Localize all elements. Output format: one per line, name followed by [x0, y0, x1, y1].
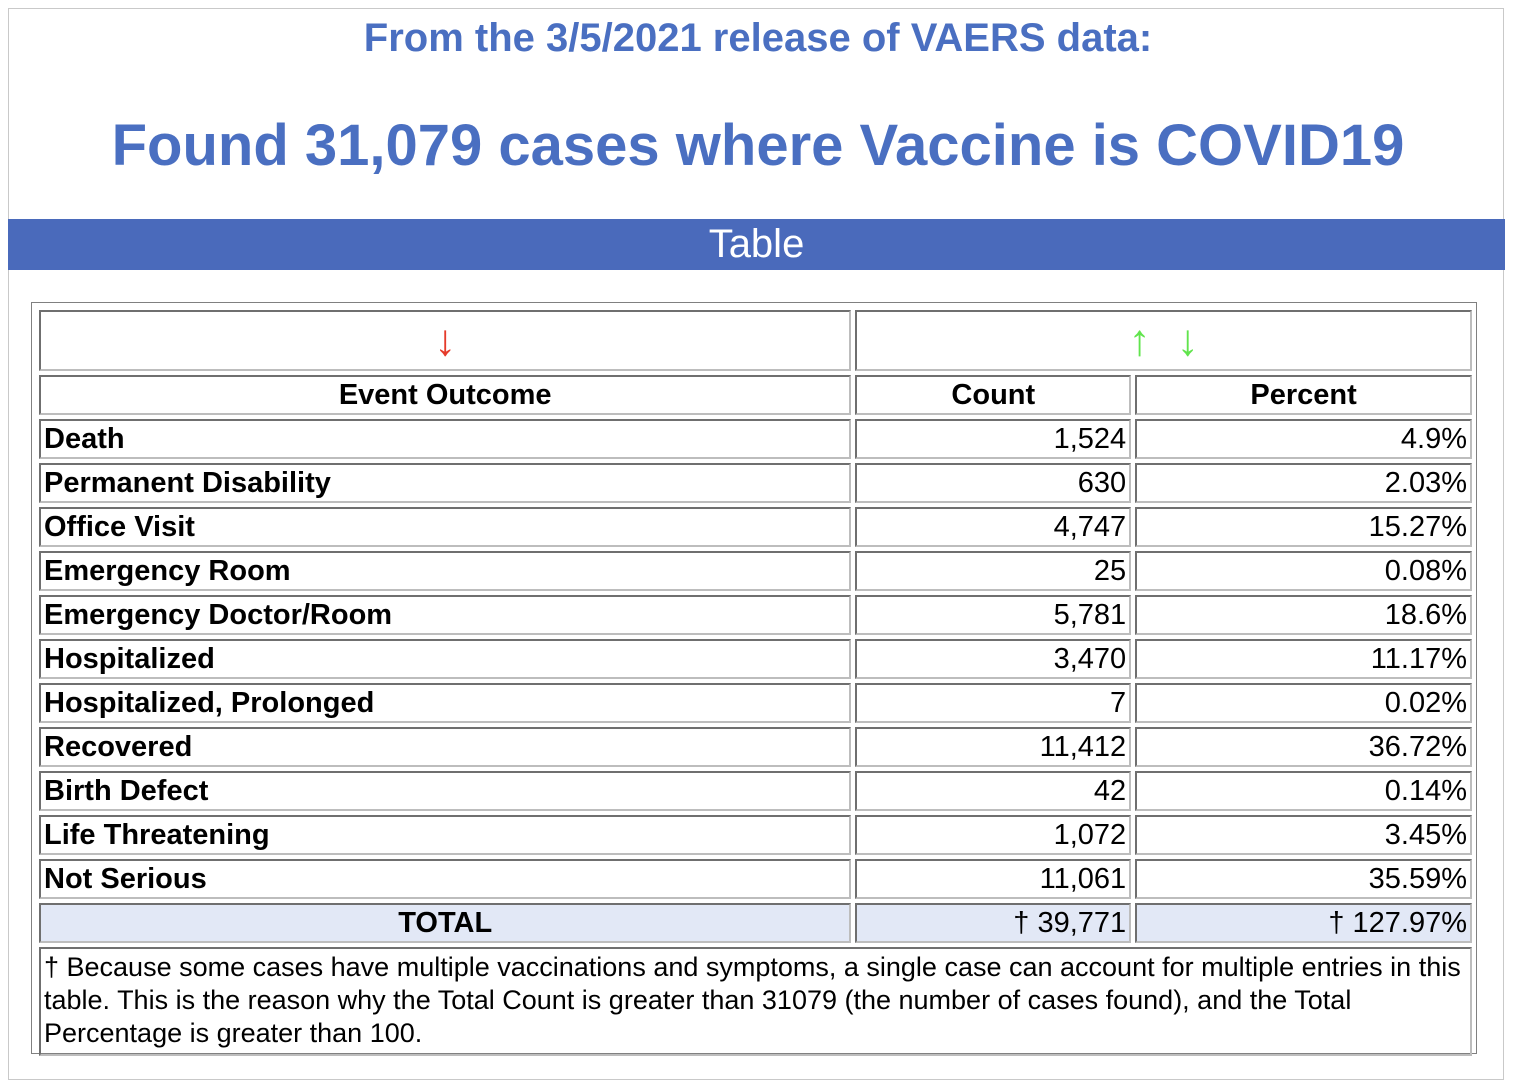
sort-row: ↓ ↑ ↓: [39, 310, 1472, 371]
row-count: 4,747: [855, 507, 1132, 547]
row-count: 1,072: [855, 815, 1132, 855]
row-outcome: Birth Defect: [39, 771, 852, 811]
row-outcome: Hospitalized, Prolonged: [39, 683, 852, 723]
row-percent: 11.17%: [1135, 639, 1472, 679]
header-percent: Percent: [1135, 375, 1472, 415]
row-percent: 36.72%: [1135, 727, 1472, 767]
row-count: 5,781: [855, 595, 1132, 635]
row-count: 42: [855, 771, 1132, 811]
row-count: 11,061: [855, 859, 1132, 899]
row-outcome: Life Threatening: [39, 815, 852, 855]
total-label: TOTAL: [39, 903, 852, 943]
results-table-container: ↓ ↑ ↓ Event Outcome Count Percent Death …: [31, 302, 1477, 1056]
row-percent: 0.02%: [1135, 683, 1472, 723]
section-bar: Table: [8, 219, 1505, 270]
row-percent: 35.59%: [1135, 859, 1472, 899]
row-percent: 4.9%: [1135, 419, 1472, 459]
table-row: Not Serious 11,061 35.59%: [39, 859, 1472, 899]
row-percent: 15.27%: [1135, 507, 1472, 547]
sort-down-active-icon[interactable]: ↓: [434, 315, 457, 365]
row-count: 11,412: [855, 727, 1132, 767]
row-count: 3,470: [855, 639, 1132, 679]
total-row: TOTAL † 39,771 † 127.97%: [39, 903, 1472, 943]
row-percent: 0.08%: [1135, 551, 1472, 591]
release-subtitle: From the 3/5/2021 release of VAERS data:: [363, 16, 1153, 60]
table-row: Life Threatening 1,072 3.45%: [39, 815, 1472, 855]
table-row: Hospitalized, Prolonged 7 0.02%: [39, 683, 1472, 723]
sort-up-icon[interactable]: ↑: [1128, 315, 1151, 365]
row-outcome: Not Serious: [39, 859, 852, 899]
row-outcome: Recovered: [39, 727, 852, 767]
row-count: 1,524: [855, 419, 1132, 459]
row-percent: 18.6%: [1135, 595, 1472, 635]
table-row: Permanent Disability 630 2.03%: [39, 463, 1472, 503]
table-row: Recovered 11,412 36.72%: [39, 727, 1472, 767]
table-row: Death 1,524 4.9%: [39, 419, 1472, 459]
row-outcome: Death: [39, 419, 852, 459]
footnote: † Because some cases have multiple vacci…: [39, 947, 1472, 1056]
total-count: † 39,771: [855, 903, 1132, 943]
row-outcome: Emergency Doctor/Room: [39, 595, 852, 635]
count-sort-cell: ↑ ↓: [855, 310, 1472, 371]
page-frame: [8, 8, 1504, 1080]
row-count: 7: [855, 683, 1132, 723]
row-outcome: Hospitalized: [39, 639, 852, 679]
table-row: Hospitalized 3,470 11.17%: [39, 639, 1472, 679]
page-title: Found 31,079 cases where Vaccine is COVI…: [111, 113, 1405, 178]
row-count: 25: [855, 551, 1132, 591]
header-row: Event Outcome Count Percent: [39, 375, 1472, 415]
table-row: Birth Defect 42 0.14%: [39, 771, 1472, 811]
section-bar-label: Table: [708, 222, 805, 266]
outcome-sort-cell: ↓: [39, 310, 852, 371]
row-outcome: Office Visit: [39, 507, 852, 547]
row-percent: 0.14%: [1135, 771, 1472, 811]
table-row: Emergency Doctor/Room 5,781 18.6%: [39, 595, 1472, 635]
results-table: ↓ ↑ ↓ Event Outcome Count Percent Death …: [35, 306, 1476, 1060]
header-count: Count: [855, 375, 1132, 415]
sort-down-icon[interactable]: ↓: [1176, 315, 1199, 365]
table-row: Emergency Room 25 0.08%: [39, 551, 1472, 591]
footnote-row: † Because some cases have multiple vacci…: [39, 947, 1472, 1056]
header-event-outcome: Event Outcome: [39, 375, 852, 415]
table-row: Office Visit 4,747 15.27%: [39, 507, 1472, 547]
row-percent: 3.45%: [1135, 815, 1472, 855]
row-outcome: Permanent Disability: [39, 463, 852, 503]
row-count: 630: [855, 463, 1132, 503]
row-outcome: Emergency Room: [39, 551, 852, 591]
total-percent: † 127.97%: [1135, 903, 1472, 943]
row-percent: 2.03%: [1135, 463, 1472, 503]
